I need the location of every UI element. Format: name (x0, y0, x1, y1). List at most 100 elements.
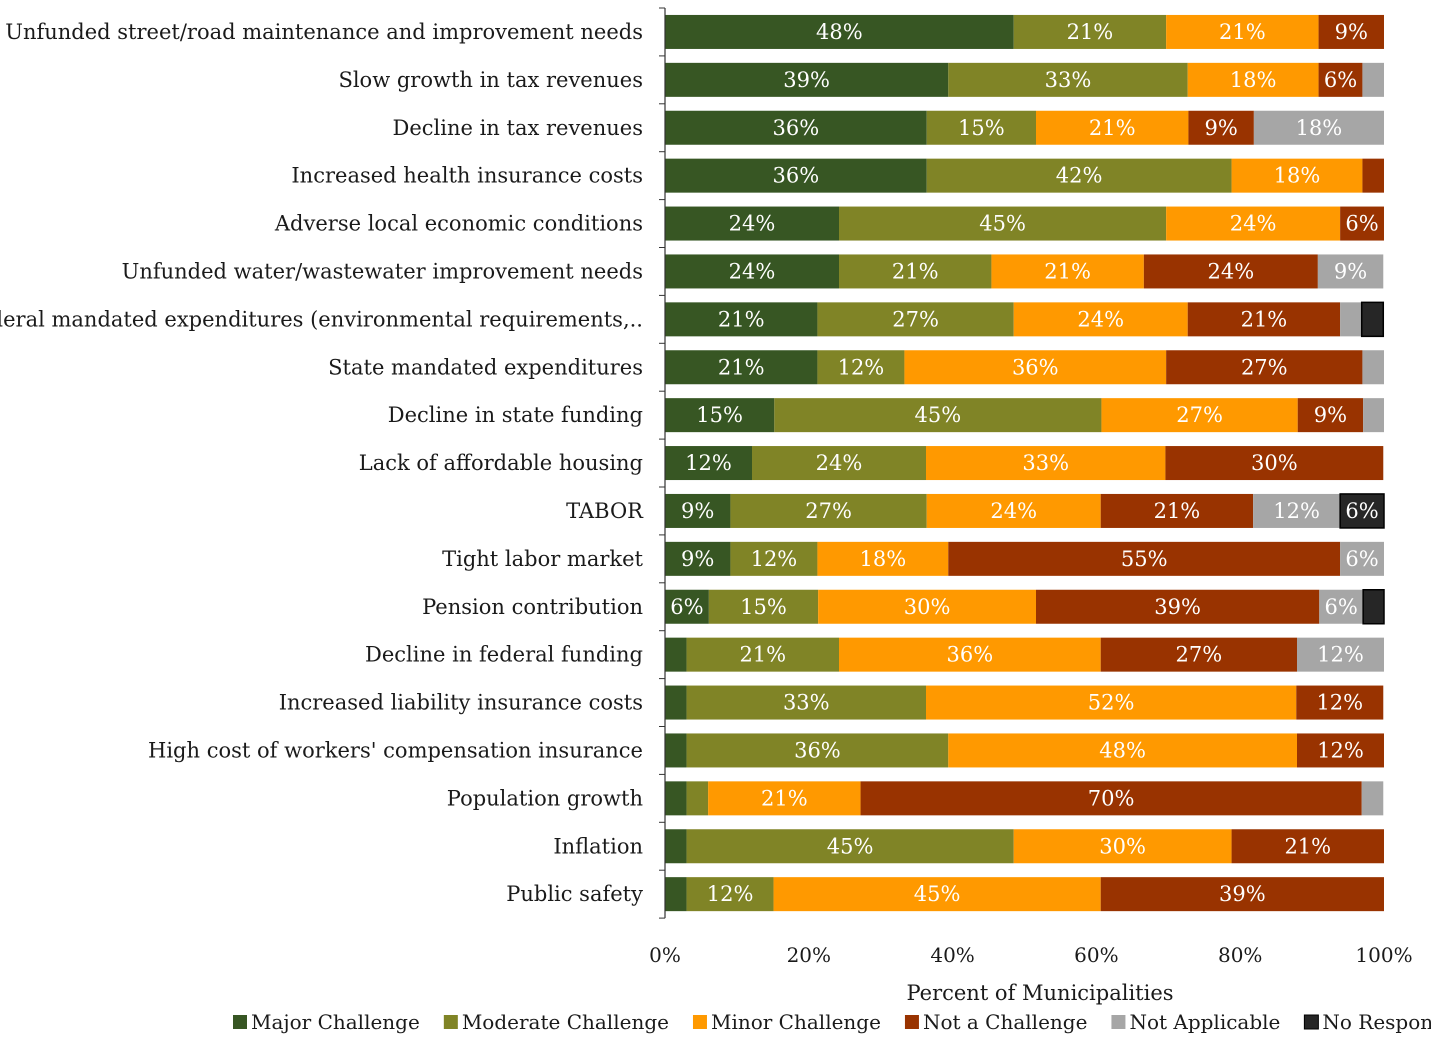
bar-segment (774, 398, 1102, 433)
bar-segment (686, 637, 839, 672)
bar-segment (1013, 829, 1232, 864)
category-label: Public safety (506, 882, 643, 906)
axes-layer: Unfunded street/road maintenance and imp… (0, 7, 1413, 967)
bar-segment (1166, 14, 1319, 49)
bar-segment (686, 877, 774, 912)
data-label: 12% (685, 451, 732, 475)
x-tick-label: 100% (1355, 943, 1412, 967)
bar-segment (1362, 350, 1384, 385)
data-label: 52% (1088, 691, 1135, 715)
bar-segment (1360, 301, 1385, 338)
legend-swatch (1303, 1014, 1319, 1030)
data-label: 33% (1022, 451, 1069, 475)
legend-label: No Response (1322, 1010, 1431, 1034)
category-label: Decline in state funding (388, 403, 643, 427)
data-label: 21% (1067, 20, 1114, 44)
bar-segment (665, 302, 818, 337)
data-label: 24% (1077, 307, 1124, 331)
data-label: 18% (1230, 68, 1277, 92)
bar-segment (1143, 254, 1318, 289)
bar-segment (1101, 398, 1298, 433)
data-label: 12% (1273, 499, 1320, 523)
bar-segment (1319, 589, 1364, 624)
bar-segment (1318, 14, 1384, 49)
data-label: 21% (892, 259, 939, 283)
bar-segment (860, 781, 1362, 816)
bar-segment (948, 62, 1188, 97)
bar-segment (686, 781, 709, 816)
category-label: Adverse local economic conditions (274, 212, 643, 236)
bar-segment (948, 541, 1341, 576)
data-label: 24% (990, 499, 1037, 523)
data-label: 24% (816, 451, 863, 475)
x-axis-title: Percent of Municipalities (906, 981, 1173, 1005)
data-label: 15% (958, 116, 1005, 140)
bar-segment (665, 254, 839, 289)
data-label: 12% (1317, 738, 1364, 762)
category-label: Slow growth in tax revenues (338, 68, 643, 92)
data-label: 27% (805, 499, 852, 523)
data-label: 9% (1314, 403, 1347, 427)
x-tick-label: 80% (1218, 943, 1262, 967)
bar-segment (1231, 829, 1384, 864)
data-label: 9% (681, 547, 714, 571)
bar-segment (1362, 62, 1384, 97)
legend-swatch (233, 1015, 247, 1029)
bar-segment (1187, 62, 1319, 97)
x-tick-label: 60% (1074, 943, 1118, 967)
category-label: Federal mandated expenditures (environme… (0, 307, 643, 331)
legend-label: Minor Challenge (711, 1010, 881, 1034)
data-label: 21% (1089, 116, 1136, 140)
bar-segment (1363, 398, 1384, 433)
legend-swatch (904, 1015, 919, 1029)
bar-segment (925, 446, 1166, 481)
bar-segment (838, 206, 1167, 241)
data-label: 27% (1176, 403, 1223, 427)
bar-segment (1362, 158, 1384, 193)
data-label: 18% (1296, 116, 1343, 140)
data-label: 21% (1241, 307, 1288, 331)
data-label: 30% (904, 595, 951, 619)
bar-segment (1361, 781, 1384, 816)
data-label: 48% (1099, 738, 1146, 762)
bar-segment (1340, 541, 1384, 576)
data-label: 15% (740, 595, 787, 619)
bar-segment (1100, 637, 1298, 672)
bar-segment (751, 446, 926, 481)
data-label: 6% (1324, 68, 1357, 92)
bar-segment (773, 877, 1101, 912)
data-label: 21% (739, 643, 786, 667)
bar-segment (686, 733, 949, 768)
data-label: 21% (718, 307, 765, 331)
bar-segment (1297, 733, 1384, 768)
bar-segment (817, 302, 1014, 337)
bar-segment (665, 206, 839, 241)
category-label: Decline in federal funding (365, 643, 643, 667)
data-label: 27% (1241, 355, 1288, 379)
bar-segment (730, 541, 818, 576)
data-label: 21% (761, 786, 808, 810)
data-label: 55% (1121, 547, 1168, 571)
bar-segment (925, 685, 1297, 720)
data-label: 36% (773, 116, 820, 140)
bar-segment (1296, 685, 1384, 720)
x-tick-label: 20% (787, 943, 831, 967)
bar-segment (1339, 493, 1385, 529)
bar-segment (665, 685, 687, 720)
bar-segment (665, 733, 687, 768)
bar-segment (665, 110, 927, 145)
category-label: State mandated expenditures (328, 355, 643, 379)
legend-label: Not Applicable (1129, 1010, 1280, 1034)
bar-segment (665, 589, 709, 624)
bar-segment (1231, 158, 1363, 193)
data-label: 9% (681, 499, 714, 523)
bar-segment (838, 637, 1101, 672)
bar-segment (665, 637, 687, 672)
data-label: 36% (947, 643, 994, 667)
data-label: 9% (1334, 259, 1367, 283)
data-label: 15% (696, 403, 743, 427)
data-label: 12% (838, 355, 885, 379)
bar-segment (926, 110, 1037, 145)
bar-segment (665, 541, 731, 576)
bar-segment (665, 14, 1014, 49)
